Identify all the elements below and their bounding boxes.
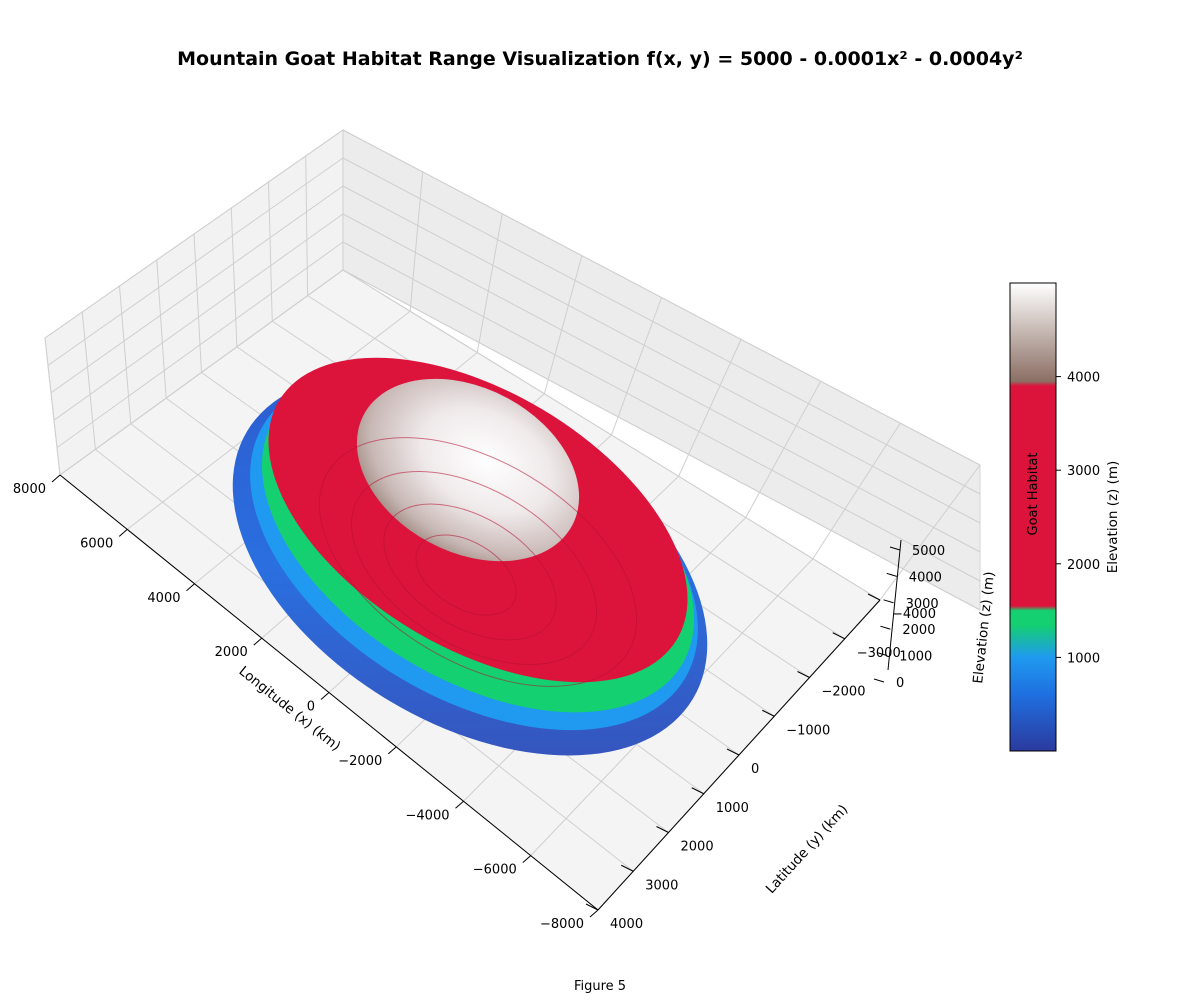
contour-line — [351, 471, 597, 665]
figure-caption: Figure 5 — [574, 979, 626, 994]
y-tick-mark — [621, 864, 634, 872]
x-grid-line — [543, 255, 583, 394]
y-axis-label: Latitude (y) (km) — [763, 802, 852, 897]
z-grid-line — [342, 213, 981, 553]
x-tick-mark — [455, 800, 464, 809]
y-grid-line — [156, 259, 167, 399]
y-tick-label: 3000 — [645, 878, 678, 893]
z-grid-line — [342, 157, 981, 495]
x-tick-label: −6000 — [473, 863, 517, 878]
z-tick-mark — [889, 546, 901, 551]
z-tick-mark — [880, 625, 891, 630]
colorbar-tick-label: 2000 — [1067, 558, 1100, 573]
y-tick-label: −2000 — [822, 685, 866, 700]
colorbar-tick-label: 4000 — [1067, 371, 1100, 386]
z-tick-mark — [877, 652, 888, 657]
x-tick-label: 4000 — [147, 591, 180, 606]
z-tick-label: 4000 — [909, 570, 942, 585]
z-tick-label: 5000 — [912, 544, 945, 559]
y-tick-label: −1000 — [786, 723, 830, 738]
z-grid-line — [53, 213, 344, 421]
z-axis-ticks: 0 1000 2000 3000 4000 5000 — [873, 544, 945, 691]
habitat-contours — [318, 437, 638, 687]
x-tick-mark — [387, 746, 397, 755]
surface-snow-cap — [356, 378, 580, 562]
x-tick-mark — [118, 528, 128, 537]
x-tick-mark — [589, 909, 599, 918]
x-axis-ticks: 8000 6000 4000 2000 0 −2000 −4000 −6000 −8000 — [13, 474, 599, 932]
z-tick-label: 1000 — [899, 650, 932, 665]
x-tick-mark — [253, 637, 263, 646]
y-tick-mark — [656, 826, 669, 833]
x-grid-line — [409, 171, 424, 312]
x-tick-mark — [320, 692, 330, 700]
colorbar-ticks: 1000 2000 3000 4000 — [1056, 371, 1100, 666]
y-tick-mark — [832, 632, 845, 640]
z-grid-line — [59, 269, 344, 476]
y-tick-mark — [867, 593, 881, 601]
x-tick-label: 6000 — [80, 536, 113, 551]
y-grid-line — [193, 233, 202, 373]
z-tick-mark — [886, 572, 897, 577]
y-tick-mark — [762, 709, 775, 717]
surface-plot — [232, 357, 708, 756]
x-tick-label: 8000 — [13, 482, 46, 497]
z-grid-line — [47, 157, 344, 366]
contour-line — [383, 503, 557, 641]
colorbar-tick-label: 1000 — [1067, 651, 1100, 666]
x-tick-mark — [51, 474, 61, 483]
z-grid-line — [56, 241, 344, 449]
chart-title: Mountain Goat Habitat Range Visualizatio… — [177, 48, 1023, 70]
colorbar-band-label: Goat Habitat — [1026, 453, 1041, 536]
z-tick-label: 0 — [896, 676, 904, 691]
z-grid-line — [50, 185, 344, 394]
x-grid-line — [879, 464, 981, 601]
z-grid-line — [342, 241, 981, 582]
z-grid-line — [342, 269, 981, 611]
colorbar: Goat Habitat 1000 2000 3000 4000 Elevation … — [1009, 282, 1121, 752]
y-tick-mark — [797, 671, 810, 678]
x-grid-line — [476, 213, 503, 353]
y-grid-line — [44, 337, 61, 476]
y-tick-label: 0 — [751, 762, 759, 777]
z-tick-label: 2000 — [902, 623, 935, 638]
y-tick-label: 2000 — [681, 840, 714, 855]
colorbar-label: Elevation (z) (m) — [1105, 461, 1121, 574]
colorbar-gradient — [1009, 282, 1057, 752]
y-grid-line — [119, 285, 132, 424]
x-tick-label: 2000 — [215, 645, 248, 660]
x-tick-label: −4000 — [406, 808, 450, 823]
x-tick-label: −8000 — [540, 917, 584, 932]
y-tick-label: 1000 — [716, 801, 749, 816]
y-grid-line — [268, 181, 273, 322]
y-grid-line — [342, 269, 881, 601]
x-tick-label: 0 — [307, 700, 315, 715]
colorbar-tick-label: 3000 — [1067, 464, 1100, 479]
y-grid-line — [81, 311, 96, 450]
z-tick-label: 3000 — [906, 597, 939, 612]
z-axis-line — [887, 539, 902, 671]
x-grid-line — [812, 422, 901, 560]
z-tick-mark — [873, 678, 885, 683]
x-tick-label: −2000 — [338, 754, 382, 769]
contour-line — [415, 534, 517, 616]
y-tick-label: 4000 — [610, 917, 643, 932]
y-tick-label: −4000 — [892, 607, 936, 622]
z-tick-mark — [883, 599, 894, 604]
y-tick-mark — [585, 903, 599, 911]
y-tick-mark — [726, 748, 740, 756]
y-grid-line — [305, 155, 309, 296]
z-grid-line — [342, 185, 981, 524]
z-grid-line — [44, 129, 344, 339]
x-tick-mark — [522, 855, 532, 864]
y-tick-mark — [691, 787, 704, 795]
x-grid-line — [611, 297, 662, 436]
y-grid-line — [230, 207, 238, 347]
z-grid-line — [342, 129, 981, 466]
contour-line — [318, 437, 638, 687]
x-tick-mark — [186, 583, 195, 592]
